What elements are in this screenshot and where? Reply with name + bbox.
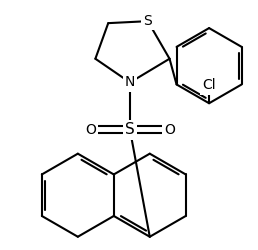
Text: S: S (143, 14, 152, 28)
Text: S: S (125, 122, 135, 138)
Text: Cl: Cl (202, 78, 216, 92)
Text: O: O (85, 123, 96, 137)
Text: O: O (164, 123, 175, 137)
Text: N: N (125, 76, 135, 90)
